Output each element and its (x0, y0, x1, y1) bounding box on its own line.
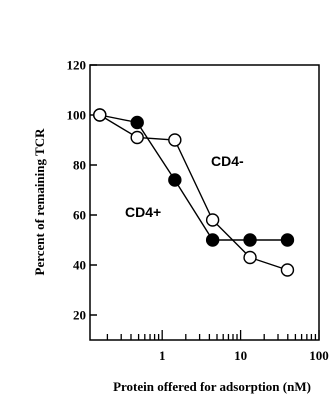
y-axis-title: Percent of remaining TCR (32, 128, 47, 276)
y-tick-label: 80 (73, 158, 86, 173)
x-tick-label: 10 (234, 348, 247, 363)
point-cd4-minus (93, 108, 107, 122)
point-cd4-minus (205, 213, 220, 227)
point-cd4-minus (280, 263, 295, 277)
y-tick-label: 100 (67, 108, 87, 123)
series-line-cd4-plus (99, 114, 288, 241)
point-cd4-plus (130, 115, 144, 130)
y-tick-label: 60 (73, 208, 86, 223)
point-cd4-minus (243, 250, 257, 265)
x-tick-label: 100 (309, 348, 329, 363)
y-tick-label: 40 (73, 258, 86, 273)
y-tick-label: 120 (67, 58, 87, 73)
point-cd4-plus (243, 233, 257, 247)
point-cd4-plus (168, 173, 182, 187)
series-lines (99, 114, 288, 271)
series-points (93, 108, 295, 277)
plot-frame (89, 64, 320, 341)
axis-ticks (90, 64, 320, 340)
y-tick-label: 20 (73, 308, 86, 323)
annotation-cd4-minus: CD4- (211, 153, 244, 169)
point-cd4-plus (205, 233, 220, 247)
x-axis-title: Protein offered for adsorption (nM) (113, 379, 311, 394)
annotation-cd4-plus: CD4+ (125, 204, 161, 220)
series-line-cd4-minus (99, 114, 288, 271)
point-cd4-minus (168, 133, 182, 147)
point-cd4-plus (280, 233, 295, 247)
point-cd4-minus (130, 130, 144, 145)
x-tick-label: 1 (159, 348, 166, 363)
